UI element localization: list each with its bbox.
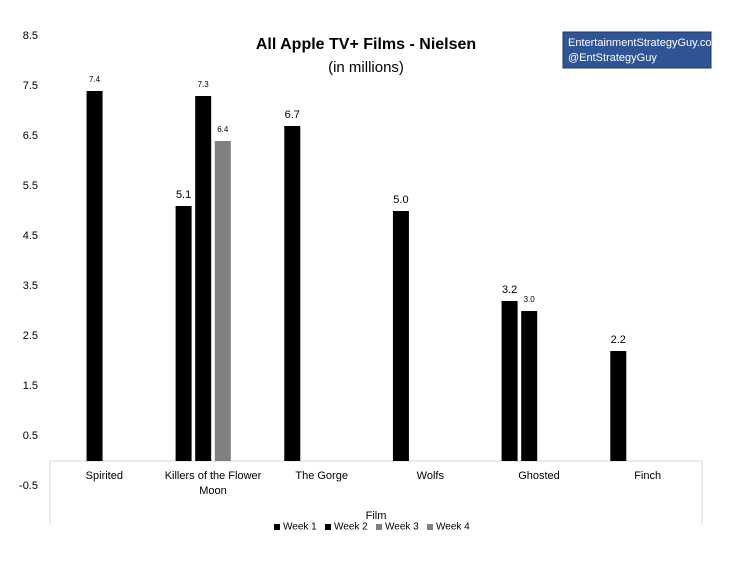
annotation-line: @EntStrategyGuy	[568, 52, 657, 64]
x-axis-title: Film	[366, 510, 387, 522]
x-tick-label: Killers of the Flower Moon	[164, 470, 262, 497]
legend-label: Week 2	[334, 522, 368, 533]
bar	[392, 211, 409, 461]
annotation-line: EntertainmentStrategyGuy.com	[568, 37, 721, 49]
y-tick-label: 6.5	[23, 130, 38, 142]
y-tick-label: 5.5	[23, 180, 38, 192]
bar	[501, 301, 518, 461]
bar	[284, 126, 301, 461]
bar	[214, 141, 231, 461]
bar	[610, 351, 627, 461]
legend-swatch	[325, 524, 331, 530]
bar	[86, 91, 103, 461]
bar	[175, 206, 192, 461]
data-label: 7.3	[198, 80, 210, 89]
x-tick-label: Ghosted	[518, 470, 560, 482]
x-tick-label: Spirited	[85, 470, 123, 482]
y-tick-label: 8.5	[23, 30, 38, 42]
bar	[195, 96, 212, 461]
data-label: 5.1	[176, 189, 191, 201]
chart-subtitle: (in millions)	[328, 59, 404, 76]
data-label: 2.2	[611, 334, 626, 346]
y-tick-label: 2.5	[23, 330, 38, 342]
data-label: 6.4	[217, 125, 229, 134]
legend-swatch	[427, 524, 433, 530]
x-tick-label: Finch	[634, 470, 662, 482]
x-tick-label: Wolfs	[416, 470, 444, 482]
chart-title: All Apple TV+ Films - Nielsen	[256, 36, 476, 53]
data-label: 6.7	[285, 109, 300, 121]
legend-swatch	[274, 524, 280, 530]
y-tick-label: -0.5	[19, 480, 38, 492]
y-tick-label: 4.5	[23, 230, 38, 242]
annotation-box	[562, 31, 712, 69]
data-label: 3.2	[502, 284, 517, 296]
y-tick-label: 0.5	[23, 430, 38, 442]
data-label: 7.4	[89, 75, 101, 84]
y-tick-label: 3.5	[23, 280, 38, 292]
legend-label: Week 3	[385, 522, 419, 533]
data-label: 3.0	[524, 295, 536, 304]
y-tick-label: 1.5	[23, 380, 38, 392]
x-tick-label: The Gorge	[295, 470, 348, 482]
legend-label: Week 4	[436, 522, 470, 533]
bar	[521, 311, 538, 461]
data-label: 5.0	[393, 194, 408, 206]
legend-label: Week 1	[283, 522, 317, 533]
legend-swatch	[376, 524, 382, 530]
y-tick-label: 7.5	[23, 80, 38, 92]
